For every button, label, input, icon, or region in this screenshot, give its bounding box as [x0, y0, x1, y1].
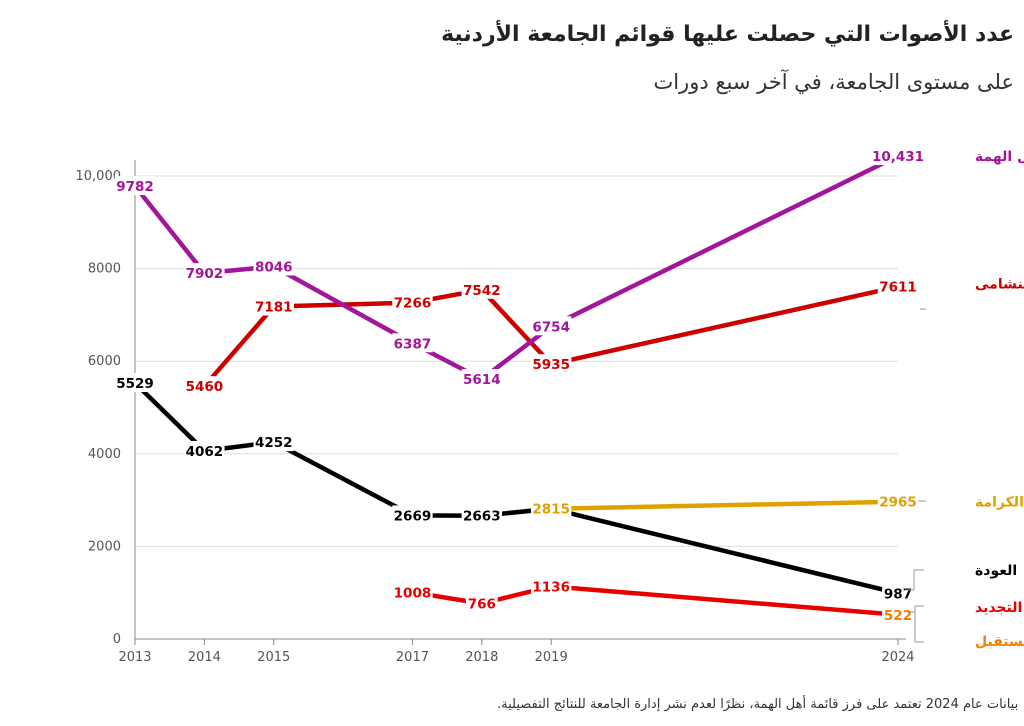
- data-label: 1136: [532, 579, 570, 595]
- x-tick-label: 2024: [881, 650, 914, 665]
- data-label: 5460: [186, 379, 224, 395]
- data-label: 522: [884, 608, 912, 624]
- data-label: 6754: [532, 319, 570, 335]
- data-label-bg: [461, 505, 503, 525]
- x-tick-label: 2013: [118, 650, 151, 665]
- data-label-bg: [184, 440, 225, 460]
- leader-tajdeed-mustaqbal: [907, 605, 924, 643]
- series-line-ahl-alhimma: [133, 153, 899, 382]
- data-label: 766: [468, 597, 496, 613]
- x-tick-label: 2017: [396, 650, 429, 665]
- series-label-ahl-alhimma: أهل الهمة: [975, 147, 1024, 165]
- data-label: 5935: [532, 357, 570, 373]
- data-labels: 9782 7902 8046 6387 5614 6754 10,431 5460 7181 72…: [114, 146, 927, 624]
- series-line-karama: [551, 499, 899, 511]
- data-label-bg: [882, 583, 914, 603]
- series-line-nashama: [202, 284, 899, 388]
- data-label: 2965: [879, 495, 917, 511]
- data-label: 7902: [186, 266, 224, 282]
- data-label: 4252: [255, 435, 293, 451]
- data-label-bg: [530, 498, 572, 518]
- series-label-nashama: النشامى: [975, 277, 1024, 293]
- data-label: 2669: [394, 508, 432, 524]
- data-label: 1008: [394, 585, 432, 601]
- data-label: 7266: [394, 296, 432, 312]
- data-label-bg: [114, 373, 156, 393]
- y-tick-label: 6000: [88, 354, 121, 369]
- data-label: 9782: [116, 179, 154, 195]
- data-label-bg: [869, 146, 927, 166]
- y-tick-label: 2000: [88, 539, 121, 554]
- data-label-bg: [877, 276, 919, 296]
- y-tick-label: 8000: [88, 262, 121, 277]
- data-label-bg: [253, 296, 294, 316]
- data-label: 7611: [879, 280, 917, 296]
- axes: 0 2000 4000 6000 8000 10,000 2013 2014 2015 2017 2…: [76, 160, 915, 665]
- data-label-bg: [392, 292, 433, 312]
- x-tick-label: 2019: [535, 650, 568, 665]
- data-label: 5614: [463, 372, 501, 388]
- data-label-bg: [253, 256, 294, 276]
- y-gridlines: [135, 175, 898, 547]
- y-tick-label: 10,000: [76, 169, 122, 184]
- data-label: 987: [884, 586, 912, 602]
- data-label: 4062: [186, 444, 224, 460]
- footnote: بيانات عام 2024 تعتمد على فرز قائمة أهل …: [497, 697, 1019, 712]
- data-label: 6387: [394, 336, 432, 352]
- series-labels: أهل الهمة النشامى الكرامة العودة التجديد لنا …: [905, 147, 1024, 650]
- data-label-bg: [877, 491, 919, 511]
- data-label: 5529: [116, 376, 154, 392]
- data-label: 7181: [255, 300, 293, 316]
- data-label-bg: [253, 432, 294, 452]
- data-label: 8046: [255, 259, 293, 275]
- data-label-bg: [530, 354, 572, 374]
- data-label-bg: [461, 279, 503, 299]
- data-label-bg: [392, 333, 433, 353]
- data-label-bg: [882, 604, 914, 624]
- data-label-bg: [184, 263, 225, 283]
- data-label-bg: [530, 576, 572, 596]
- series-label-awda: العودة: [975, 563, 1017, 579]
- data-label-bg: [465, 593, 498, 613]
- data-label-bg: [461, 369, 503, 389]
- series-label-mustaqbal: لنا المستقبل: [975, 634, 1024, 650]
- x-tick-label: 2018: [465, 650, 498, 665]
- data-label: 2815: [532, 502, 570, 518]
- data-label-bg: [392, 582, 433, 602]
- series-label-karama: الكرامة: [975, 495, 1024, 511]
- series-line-tajdeed: [412, 584, 899, 618]
- data-label-bg: [184, 376, 225, 396]
- y-tick-label: 4000: [88, 447, 121, 462]
- chart-title: عدد الأصوات التي حصلت عليها قوائم الجامع…: [441, 22, 1014, 47]
- series-line-awda: [133, 381, 899, 596]
- x-tick-label: 2014: [188, 650, 221, 665]
- data-label: 10,431: [872, 149, 924, 165]
- data-label: 2663: [463, 509, 501, 525]
- chart-subtitle: على مستوى الجامعة، في آخر سبع دورات: [653, 70, 1014, 94]
- data-label-bg: [392, 505, 433, 525]
- series-label-tajdeed: التجديد: [975, 600, 1022, 616]
- leader-awda: [905, 569, 924, 591]
- data-label: 7542: [463, 283, 501, 299]
- y-tick-label: 0: [113, 632, 121, 647]
- data-label-bg: [530, 316, 572, 336]
- data-label-bg: [114, 176, 156, 196]
- x-tick-label: 2015: [257, 650, 290, 665]
